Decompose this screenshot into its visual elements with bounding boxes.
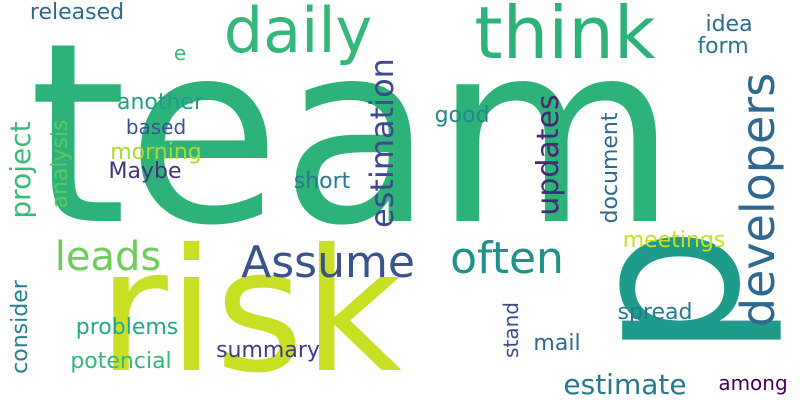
word-updates: updates	[531, 94, 566, 216]
word-meetings: meetings	[622, 228, 726, 253]
word-mail: mail	[533, 331, 581, 356]
word-developers: developers	[731, 72, 785, 328]
word-potencial: potencial	[70, 349, 172, 374]
word-team: team	[28, 0, 678, 280]
word-consider: consider	[8, 280, 33, 374]
word-released: released	[29, 0, 125, 25]
word-estimation: estimation	[363, 58, 401, 228]
word-often: often	[450, 233, 564, 284]
word-risk: risk	[97, 213, 403, 400]
word-document: document	[598, 112, 623, 224]
word-form: form	[697, 34, 749, 59]
word-think: think	[474, 0, 656, 75]
word-assume: Assume	[241, 237, 415, 288]
word-maybe: Maybe	[108, 159, 182, 184]
word-morning: morning	[110, 140, 202, 165]
word-spread: spread	[617, 300, 693, 325]
word-stand: stand	[499, 302, 523, 358]
word-good: good	[434, 103, 490, 128]
word-summary: summary	[216, 338, 320, 363]
word-leads: leads	[54, 234, 162, 280]
word-estimate: estimate	[563, 368, 687, 400]
word-problems: problems	[75, 315, 179, 340]
word-daily: daily	[223, 0, 373, 67]
word-another: another	[116, 90, 204, 115]
word-among: among	[718, 371, 788, 395]
word-analysis: analysis	[48, 119, 73, 209]
word-short: short	[293, 169, 351, 194]
word-idea: idea	[705, 12, 753, 37]
word-e: e	[173, 41, 187, 65]
word-project: project	[4, 121, 37, 219]
word-based: based	[125, 115, 187, 139]
